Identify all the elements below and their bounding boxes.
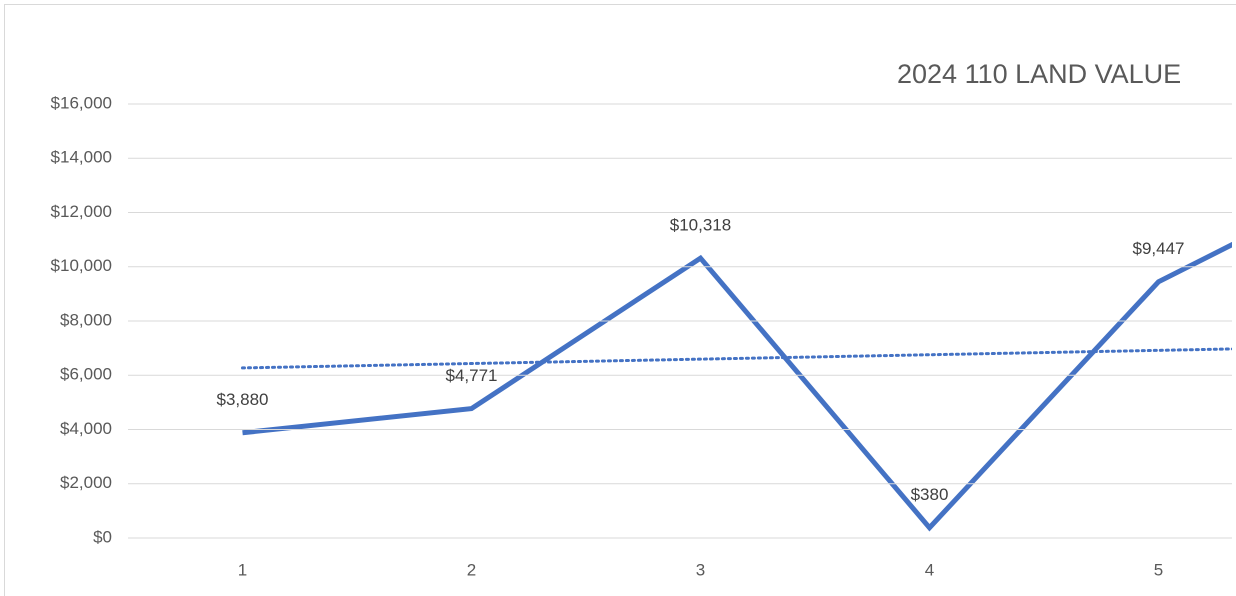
y-tick-label: $2,000 [60,473,112,492]
data-label: $9,447 [1133,239,1185,258]
x-tick-label: 5 [1154,560,1163,579]
y-tick-label: $0 [93,527,112,546]
x-tick-label: 3 [696,560,705,579]
data-label: $4,771 [446,366,498,385]
x-tick-label: 2 [467,560,476,579]
data-label: $3,880 [217,390,269,409]
y-tick-label: $6,000 [60,365,112,384]
data-label: $10,318 [670,216,731,235]
y-tick-label: $14,000 [51,148,112,167]
chart-border [4,4,1236,596]
y-tick-label: $12,000 [51,202,112,221]
trend-line [241,347,1232,370]
y-tick-label: $16,000 [51,93,112,112]
x-tick-label: 1 [238,560,247,579]
chart-title: 2024 110 LAND VALUE [897,59,1181,89]
y-tick-label: $4,000 [60,419,112,438]
x-tick-label: 4 [925,560,934,579]
plot-area [241,241,1232,532]
series-line [242,241,1232,532]
data-label: $380 [911,485,949,504]
y-tick-label: $10,000 [51,256,112,275]
y-tick-label: $8,000 [60,310,112,329]
